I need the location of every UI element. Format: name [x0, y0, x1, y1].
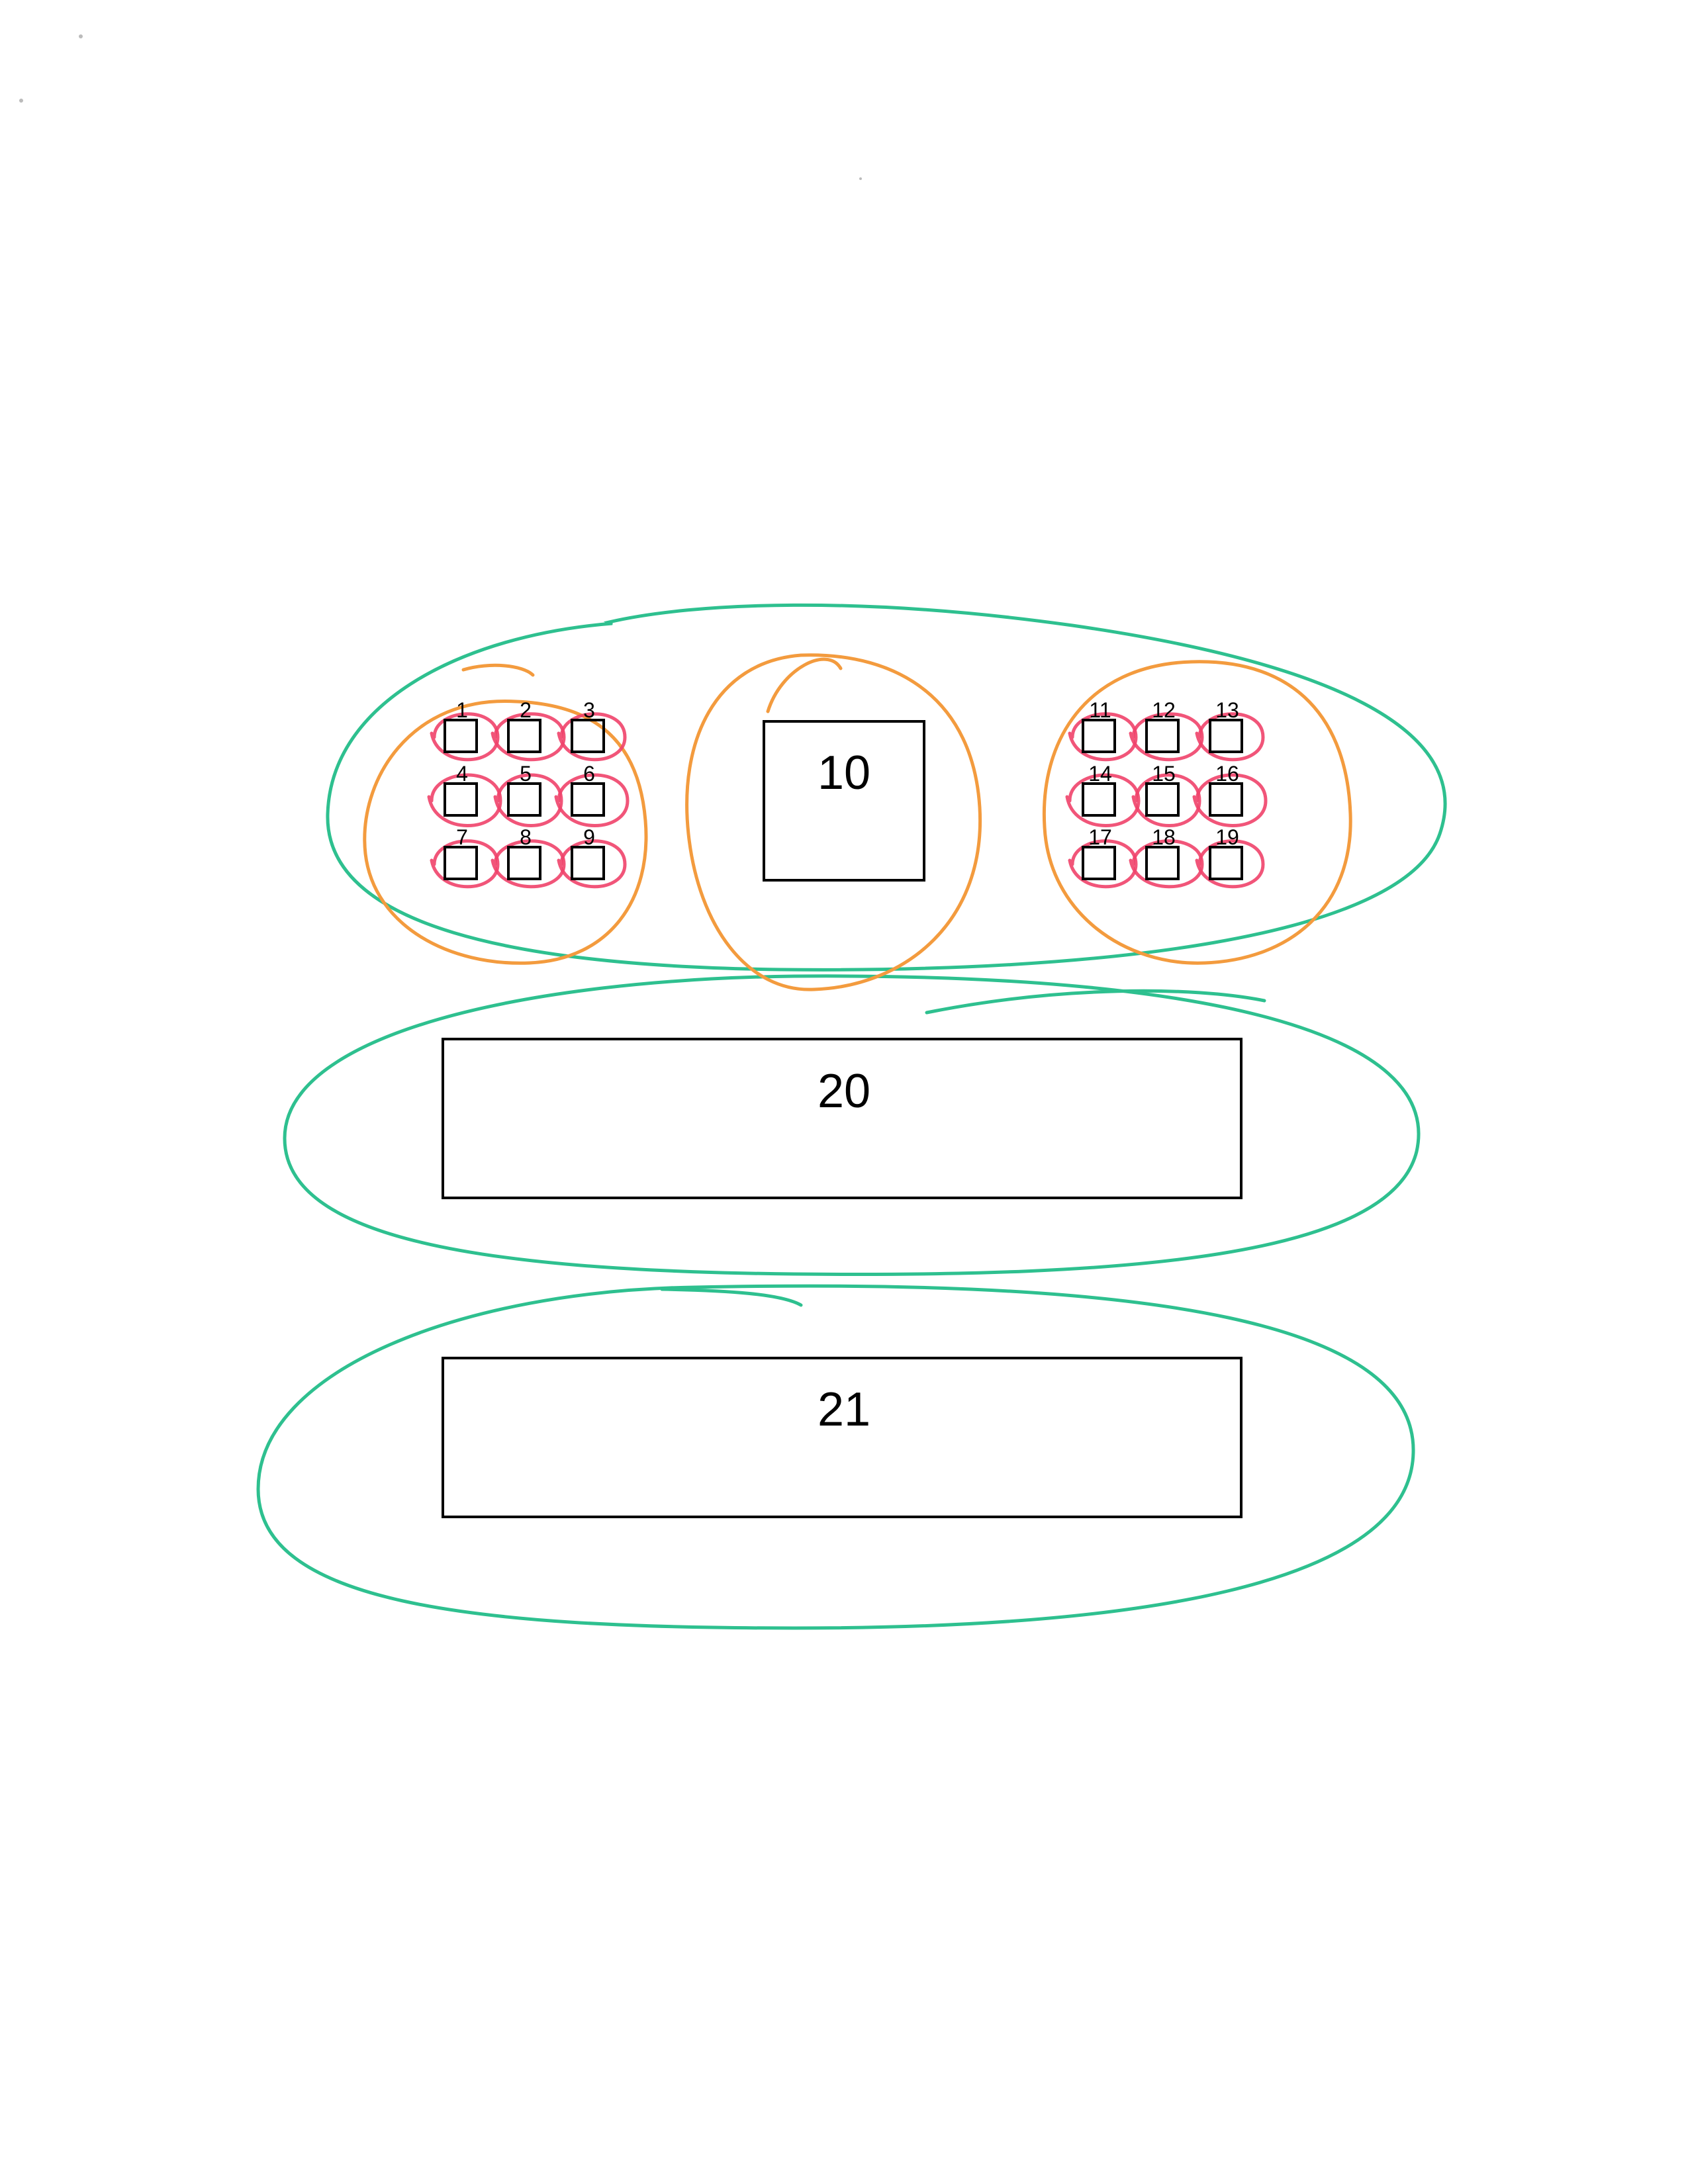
red-loop	[430, 839, 500, 889]
red-loop	[1131, 773, 1201, 827]
red-loop	[554, 773, 630, 827]
small-box-label: 17	[1088, 825, 1112, 849]
orange-circle-right-group	[1042, 660, 1352, 965]
small-box-9	[571, 846, 605, 880]
small-box-11	[1082, 719, 1116, 753]
small-box-6	[571, 782, 605, 817]
small-box-1	[444, 719, 478, 753]
red-loop	[1129, 839, 1204, 889]
small-box-14	[1082, 782, 1116, 817]
red-loop	[1195, 712, 1265, 762]
small-box-label: 14	[1088, 762, 1112, 786]
small-box-19	[1209, 846, 1243, 880]
small-box-label: 19	[1215, 825, 1239, 849]
small-box-4	[444, 782, 478, 817]
box-20-label: 20	[818, 1065, 870, 1118]
red-loop	[557, 839, 627, 889]
scan-speck	[859, 177, 862, 180]
small-box-label: 15	[1152, 762, 1176, 786]
small-box-label: 12	[1152, 698, 1176, 722]
green-loop-top	[326, 603, 1447, 972]
small-box-label: 6	[583, 762, 595, 786]
small-box-3	[571, 719, 605, 753]
box-20	[442, 1038, 1243, 1199]
red-loop	[1195, 839, 1265, 889]
red-loop	[493, 773, 563, 827]
red-loop	[430, 712, 500, 762]
red-loop	[1192, 773, 1268, 827]
box-21	[442, 1357, 1243, 1518]
box-21-label: 21	[818, 1383, 870, 1436]
small-box-label: 9	[583, 825, 595, 849]
red-loops	[427, 712, 1268, 889]
small-box-label: 1	[456, 698, 468, 722]
red-loop	[1065, 773, 1141, 827]
small-box-5	[507, 782, 541, 817]
small-box-label: 18	[1152, 825, 1176, 849]
small-box-label: 8	[520, 825, 532, 849]
small-box-label: 5	[520, 762, 532, 786]
small-box-label: 3	[583, 698, 595, 722]
small-box-18	[1145, 846, 1180, 880]
small-box-label: 16	[1215, 762, 1239, 786]
small-box-label: 13	[1215, 698, 1239, 722]
red-loop	[557, 712, 627, 762]
small-box-16	[1209, 782, 1243, 817]
orange-circle-left-group	[363, 700, 648, 965]
small-box-12	[1145, 719, 1180, 753]
green-loop-top-tail	[925, 989, 1266, 1015]
red-loop	[491, 712, 566, 762]
small-box-label: 7	[456, 825, 468, 849]
small-box-15	[1145, 782, 1180, 817]
red-loop	[1068, 712, 1138, 762]
box-10-label: 10	[818, 747, 870, 799]
small-box-8	[507, 846, 541, 880]
red-loop	[491, 839, 566, 889]
small-box-13	[1209, 719, 1243, 753]
green-loop-bottom-tail	[660, 1287, 803, 1307]
red-loop	[427, 773, 502, 827]
orange-circle-left-group-tail	[461, 663, 535, 677]
small-box-label: 2	[520, 698, 532, 722]
small-box-label: 4	[456, 762, 468, 786]
green-loop-middle	[283, 974, 1421, 1277]
orange-circle-center-tail	[766, 657, 843, 713]
orange-circle-center	[685, 653, 982, 991]
small-box-7	[444, 846, 478, 880]
small-box-2	[507, 719, 541, 753]
red-loop	[1068, 839, 1138, 889]
small-box-label: 11	[1089, 698, 1111, 722]
green-loop-bottom	[256, 1284, 1415, 1630]
small-box-17	[1082, 846, 1116, 880]
scan-speck	[79, 34, 83, 38]
box-10	[763, 720, 925, 882]
red-loop	[1129, 712, 1204, 762]
scan-speck	[19, 99, 23, 103]
